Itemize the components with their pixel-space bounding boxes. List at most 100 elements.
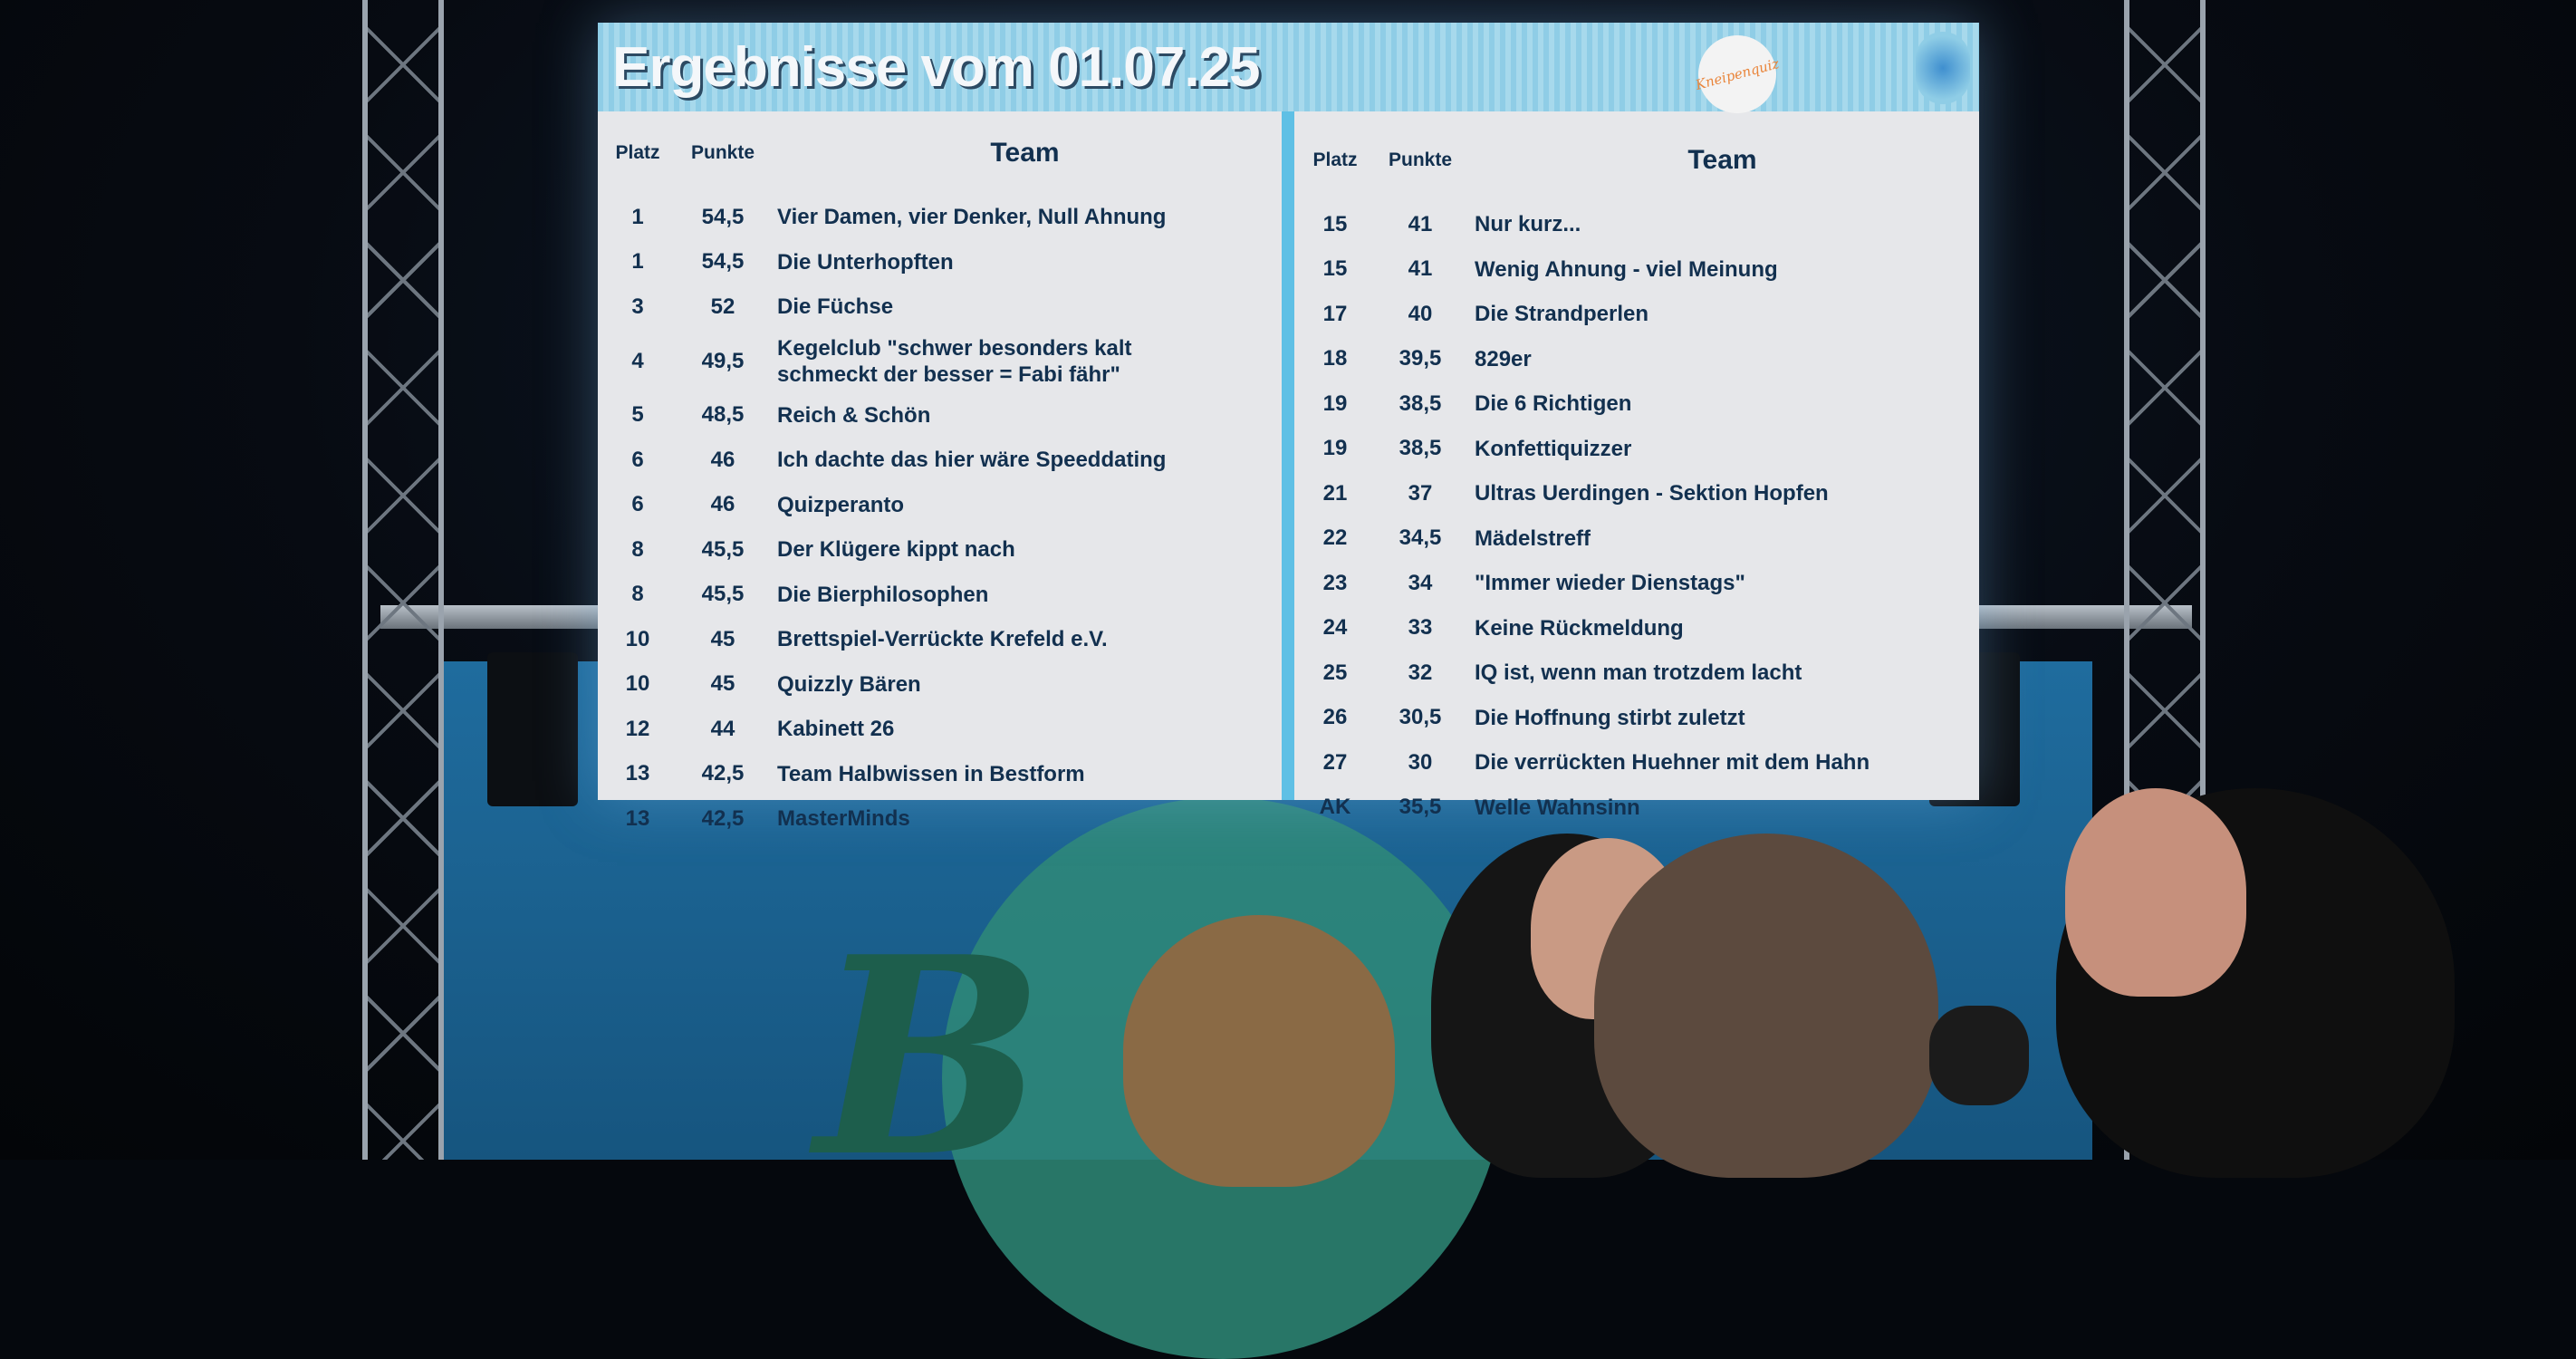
place-cell: 15 bbox=[1322, 211, 1348, 236]
place-cell: 23 bbox=[1322, 570, 1348, 595]
microphone bbox=[1929, 1006, 2029, 1105]
place-cell: 24 bbox=[1322, 615, 1348, 641]
points-cell: 46 bbox=[710, 447, 735, 472]
team-cell: Ich dachte das hier wäre Speeddating bbox=[777, 448, 1167, 473]
header-platz: Platz bbox=[615, 142, 660, 163]
points-cell: 38,5 bbox=[1399, 390, 1442, 416]
table-row: 8 45,5 Die Bierphilosophen bbox=[598, 573, 1282, 618]
team-cell: Die Bierphilosophen bbox=[777, 582, 989, 607]
table-header: Platz Punkte Team bbox=[598, 111, 1282, 195]
points-cell: 30,5 bbox=[1399, 705, 1442, 730]
table-row: 22 34,5 Mädelstreff bbox=[1295, 516, 1979, 562]
team-cell: Die 6 Richtigen bbox=[1475, 391, 1632, 417]
points-cell: 35,5 bbox=[1399, 795, 1442, 820]
table-row: 5 48,5 Reich & Schön bbox=[598, 393, 1282, 439]
header-punkte: Punkte bbox=[1388, 149, 1452, 170]
points-cell: 40 bbox=[1408, 301, 1433, 326]
place-cell: 3 bbox=[631, 294, 644, 319]
points-cell: 49,5 bbox=[701, 348, 745, 373]
table-row: 19 38,5 Konfettiquizzer bbox=[1295, 427, 1979, 472]
table-row: 15 41 Wenig Ahnung - viel Meinung bbox=[1295, 247, 1979, 293]
points-cell: 45 bbox=[710, 671, 735, 697]
points-cell: 45,5 bbox=[701, 582, 745, 607]
place-cell: 4 bbox=[631, 348, 644, 373]
points-cell: 34,5 bbox=[1399, 525, 1442, 551]
table-row: 18 39,5 829er bbox=[1295, 337, 1979, 382]
points-cell: 42,5 bbox=[701, 805, 745, 831]
team-cell: Kabinett 26 bbox=[777, 717, 895, 742]
place-cell: 21 bbox=[1322, 480, 1348, 506]
table-row: 21 37 Ultras Uerdingen - Sektion Hopfen bbox=[1295, 471, 1979, 516]
team-cell: Welle Wahnsinn bbox=[1475, 795, 1640, 820]
points-cell: 52 bbox=[710, 294, 735, 319]
place-cell: 6 bbox=[631, 447, 644, 472]
team-cell: 829er bbox=[1475, 346, 1532, 371]
table-row: 6 46 Quizperanto bbox=[598, 483, 1282, 528]
person-woman-left bbox=[1123, 915, 1395, 1187]
points-cell: 44 bbox=[710, 716, 735, 741]
screen-title: Ergebnisse vom 01.07.25 bbox=[612, 36, 1261, 99]
place-cell: 19 bbox=[1322, 436, 1348, 461]
points-cell: 37 bbox=[1408, 480, 1433, 506]
team-cell: Die Hoffnung stirbt zuletzt bbox=[1475, 705, 1745, 730]
table-row: 6 46 Ich dachte das hier wäre Speeddating bbox=[598, 438, 1282, 483]
header-team: Team bbox=[990, 138, 1060, 168]
table-row: 26 30,5 Die Hoffnung stirbt zuletzt bbox=[1295, 696, 1979, 741]
truss-left bbox=[362, 0, 444, 1160]
place-cell: 22 bbox=[1322, 525, 1348, 551]
team-cell: Der Klügere kippt nach bbox=[777, 537, 1015, 563]
table-row: 8 45,5 Der Klügere kippt nach bbox=[598, 527, 1282, 573]
points-cell: 54,5 bbox=[701, 204, 745, 229]
points-cell: 39,5 bbox=[1399, 346, 1442, 371]
person-woman-right bbox=[1594, 834, 1938, 1178]
points-cell: 54,5 bbox=[701, 249, 745, 275]
team-cell: Ultras Uerdingen - Sektion Hopfen bbox=[1475, 481, 1829, 506]
table-header: Platz Punkte Team bbox=[1295, 119, 1979, 202]
team-cell: Die Füchse bbox=[777, 294, 894, 320]
place-cell: 18 bbox=[1322, 346, 1348, 371]
place-cell: 1 bbox=[631, 204, 644, 229]
place-cell: AK bbox=[1319, 795, 1351, 820]
points-cell: 30 bbox=[1408, 749, 1433, 775]
team-cell: Die Unterhopften bbox=[777, 249, 954, 275]
team-cell: Quizperanto bbox=[777, 492, 905, 517]
speaker-left bbox=[487, 652, 578, 806]
place-cell: 8 bbox=[631, 582, 644, 607]
table-row: 15 41 Nur kurz... bbox=[1295, 202, 1979, 247]
table-row: 10 45 Brettspiel-Verrückte Krefeld e.V. bbox=[598, 617, 1282, 662]
team-cell: Die verrückten Huehner mit dem Hahn bbox=[1475, 750, 1870, 776]
screen-header: Ergebnisse vom 01.07.25 Kneipenquiz bbox=[598, 23, 1979, 122]
results-table-right: Platz Punkte Team 15 41 Nur kurz... 15 41 Wen… bbox=[1295, 119, 1979, 830]
team-cell: Vier Damen, vier Denker, Null Ahnung bbox=[777, 205, 1167, 230]
header-platz: Platz bbox=[1312, 149, 1358, 170]
results-table-left: Platz Punkte Team 1 54,5 Vier Damen, vier … bbox=[598, 111, 1282, 842]
points-cell: 48,5 bbox=[701, 402, 745, 428]
place-cell: 1 bbox=[631, 249, 644, 275]
team-cell: Brettspiel-Verrückte Krefeld e.V. bbox=[777, 627, 1108, 652]
corner-decoration bbox=[1916, 32, 1970, 104]
place-cell: 26 bbox=[1322, 705, 1348, 730]
team-cell: Mädelstreff bbox=[1475, 525, 1591, 551]
table-row: 4 49,5 Kegelclub "schwer besonders kalt sc… bbox=[598, 330, 1282, 393]
table-row: 13 42,5 MasterMinds bbox=[598, 796, 1282, 842]
points-cell: 45 bbox=[710, 626, 735, 651]
person-man-right-face bbox=[2065, 788, 2246, 997]
header-team: Team bbox=[1687, 145, 1757, 175]
place-cell: 8 bbox=[631, 536, 644, 562]
quiz-logo: Kneipenquiz bbox=[1689, 26, 1785, 122]
table-row: 1 54,5 Die Unterhopften bbox=[598, 240, 1282, 285]
team-cell: Konfettiquizzer bbox=[1475, 436, 1632, 461]
place-cell: 12 bbox=[625, 716, 650, 741]
table-row: 25 32 IQ ist, wenn man trotzdem lacht bbox=[1295, 651, 1979, 696]
team-cell: Quizzly Bären bbox=[777, 671, 921, 697]
banner-logo-letter: B bbox=[815, 897, 1045, 1217]
place-cell: 19 bbox=[1322, 390, 1348, 416]
table-row: 12 44 Kabinett 26 bbox=[598, 707, 1282, 752]
team-cell: Wenig Ahnung - viel Meinung bbox=[1475, 256, 1778, 282]
table-row: AK 35,5 Welle Wahnsinn bbox=[1295, 786, 1979, 831]
place-cell: 6 bbox=[631, 492, 644, 517]
table-row: 13 42,5 Team Halbwissen in Bestform bbox=[598, 752, 1282, 797]
place-cell: 17 bbox=[1322, 301, 1348, 326]
place-cell: 13 bbox=[625, 805, 650, 831]
table-row: 27 30 Die verrückten Huehner mit dem Hahn bbox=[1295, 740, 1979, 786]
